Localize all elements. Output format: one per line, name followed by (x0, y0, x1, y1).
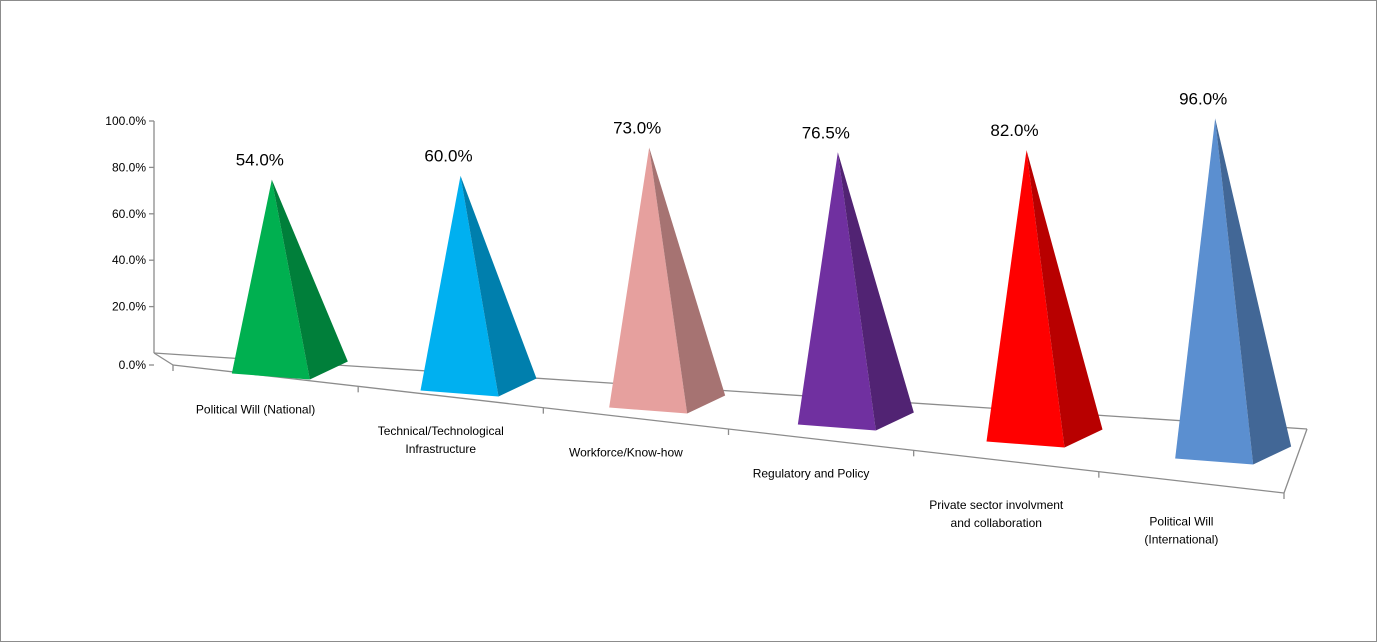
data-label: 82.0% (990, 121, 1038, 140)
pyramid-bars (231, 118, 1292, 465)
pyramid-front-face (797, 152, 876, 431)
y-tick-label: 100.0% (105, 114, 146, 128)
category-label-line: and collaboration (951, 516, 1042, 530)
floor-right-edge (1283, 428, 1308, 494)
pyramid-side-face (271, 179, 348, 380)
pyramid-bar (609, 147, 726, 414)
data-label: 54.0% (236, 151, 284, 170)
category-labels: Political Will (National) Technical/Techn… (196, 403, 1219, 547)
category-label-line: Workforce/Know-how (569, 445, 683, 459)
category-label: Technical/Technological Infrastructure (378, 424, 504, 456)
pyramid-side-face (460, 175, 537, 397)
y-tick-label: 0.0% (119, 358, 147, 372)
y-tick-label: 80.0% (112, 160, 146, 174)
floor-back-edge (153, 352, 1308, 430)
y-tick-label: 60.0% (112, 207, 146, 221)
data-label: 73.0% (613, 118, 661, 137)
y-tick-label: 20.0% (112, 300, 146, 314)
pyramid-front-face (231, 179, 310, 380)
category-label-line: Political Will (1149, 514, 1213, 528)
pyramid-bar (420, 175, 537, 397)
pyramid-front-face (420, 175, 499, 397)
pyramid-side-face (1215, 118, 1292, 465)
category-label-line: Political Will (National) (196, 403, 315, 417)
category-label: Political Will (International) (1144, 514, 1218, 546)
data-label: 76.5% (802, 123, 850, 142)
pyramid-front-face (609, 147, 688, 414)
pyramid-front-face (1175, 118, 1254, 465)
floor-left-edge (153, 352, 174, 366)
y-tick-label: 40.0% (112, 253, 146, 267)
category-label-line: Technical/Technological (378, 424, 504, 438)
data-labels: 54.0% 60.0% 73.0% 76.5% 82.0% 96.0% (236, 89, 1228, 169)
pyramid-side-face (837, 152, 914, 431)
axes (153, 121, 1308, 494)
pyramid-side-face (1026, 150, 1103, 448)
data-label: 96.0% (1179, 89, 1227, 108)
category-label-line: Regulatory and Policy (753, 467, 870, 481)
pyramid-front-face (986, 150, 1065, 448)
data-label: 60.0% (424, 147, 472, 166)
category-label-line: (International) (1144, 532, 1218, 546)
pyramid-side-face (649, 147, 726, 414)
pyramid-bar (986, 150, 1103, 448)
category-label-line: Private sector involvment (929, 498, 1064, 512)
y-axis-ticks: 0.0% 20.0% 40.0% 60.0% 80.0% 100.0% (105, 114, 1285, 499)
pyramid-bar (1175, 118, 1292, 465)
category-label: Regulatory and Policy (753, 467, 870, 481)
pyramid-bar (231, 179, 348, 380)
category-label: Private sector involvment and collaborati… (929, 498, 1064, 530)
category-label-line: Infrastructure (405, 442, 476, 456)
pyramid-bar (797, 152, 914, 431)
category-label: Political Will (National) (196, 403, 315, 417)
category-label: Workforce/Know-how (569, 445, 683, 459)
